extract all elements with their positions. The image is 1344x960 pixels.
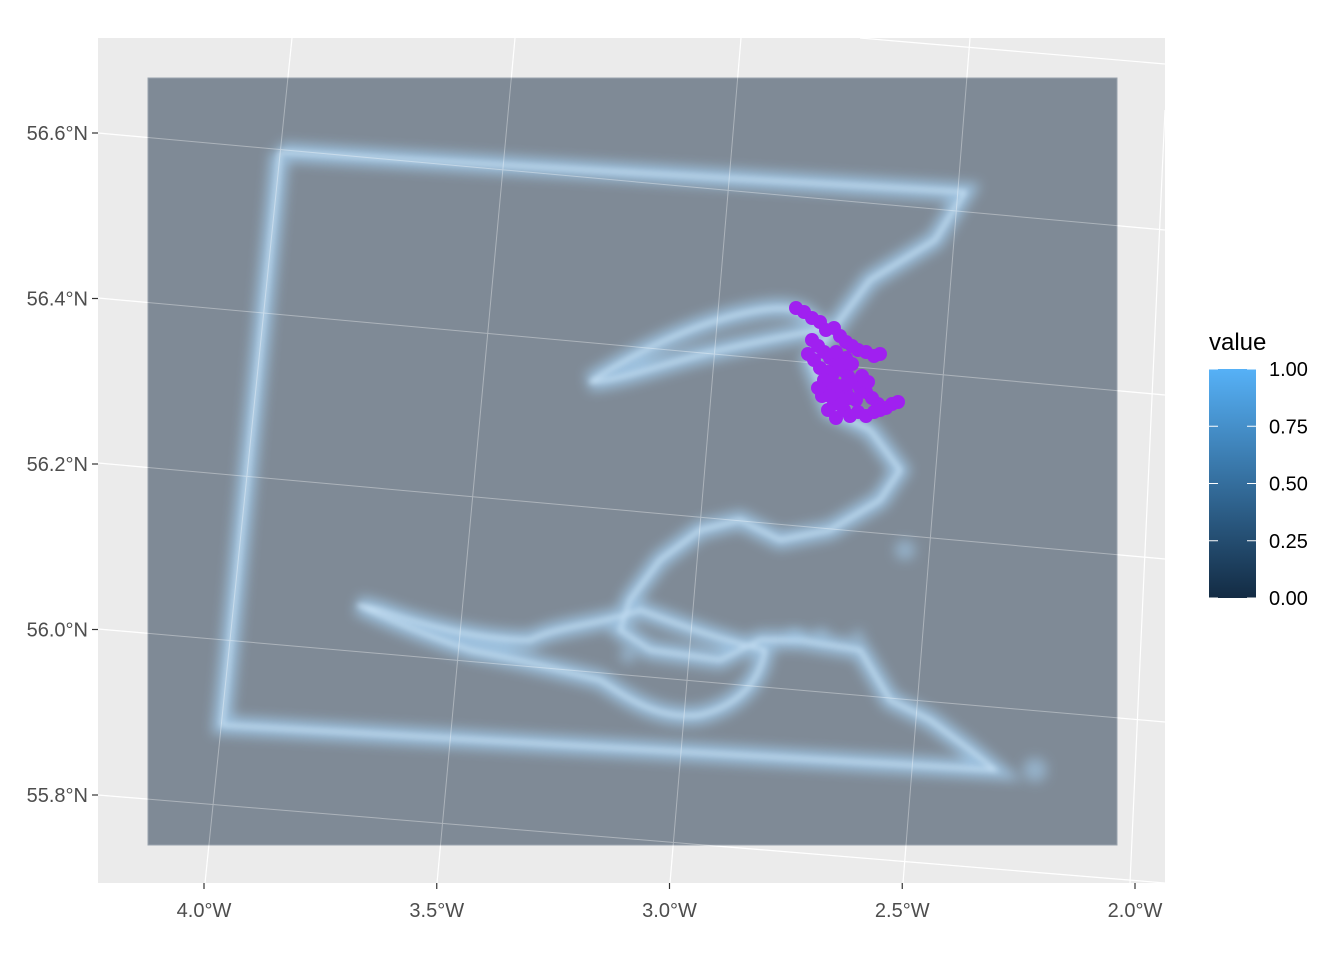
x-tick-label: 3.0°W	[642, 900, 697, 922]
y-tick-label: 55.8°N	[27, 785, 88, 807]
x-tick-label: 4.0°W	[177, 900, 232, 922]
legend-ticks: 1.00 0.75 0.50 0.25 0.00	[1209, 359, 1308, 610]
legend-title: value	[1209, 329, 1266, 356]
y-tick-label: 56.2°N	[27, 454, 88, 476]
x-tick-label: 2.0°W	[1108, 900, 1163, 922]
legend-tick-label: 1.00	[1269, 359, 1308, 381]
legend-tick-label: 0.00	[1269, 588, 1308, 610]
y-tick-label: 56.4°N	[27, 289, 88, 311]
y-axis: 55.8°N 56.0°N 56.2°N 56.4°N 56.6°N	[27, 123, 98, 807]
track-point	[873, 347, 887, 361]
x-tick-label: 2.5°W	[875, 900, 930, 922]
track-point	[843, 391, 857, 405]
raster-glow-spots	[620, 540, 1047, 782]
track-point	[801, 347, 815, 361]
legend-tick-label: 0.25	[1269, 531, 1308, 553]
track-point	[861, 375, 875, 389]
x-tick-label: 3.5°W	[409, 900, 464, 922]
track-point	[823, 389, 837, 403]
legend: value 1.00 0.75 0.50 0.25 0.00	[1209, 329, 1308, 610]
track-point	[829, 411, 843, 425]
y-tick-label: 56.6°N	[27, 123, 88, 145]
track-point	[845, 357, 859, 371]
track-point	[891, 395, 905, 409]
track-point	[873, 403, 887, 417]
graticule-front	[98, 38, 1165, 883]
track-point	[839, 377, 853, 391]
y-tick-label: 56.0°N	[27, 620, 88, 642]
legend-tick-label: 0.50	[1269, 474, 1308, 496]
track-points	[789, 301, 905, 425]
legend-tick-label: 0.75	[1269, 416, 1308, 438]
x-axis: 4.0°W 3.5°W 3.0°W 2.5°W 2.0°W	[177, 883, 1163, 922]
track-point	[811, 381, 825, 395]
